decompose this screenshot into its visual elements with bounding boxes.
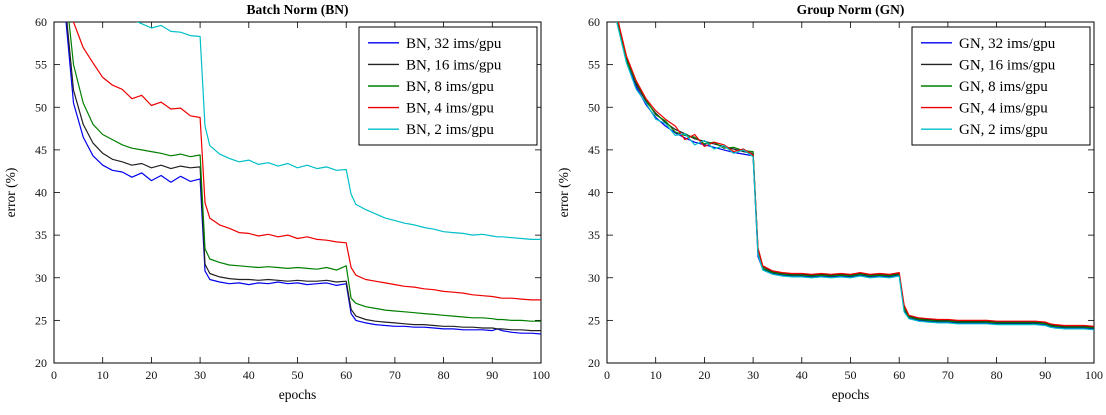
x-tick-label: 0: [604, 368, 610, 382]
y-tick-label: 60: [35, 15, 47, 29]
x-tick-label: 50: [292, 368, 304, 382]
y-tick-label: 25: [35, 313, 47, 327]
x-tick-label: 40: [243, 368, 255, 382]
x-tick-label: 30: [747, 368, 759, 382]
x-axis-label: epochs: [832, 387, 870, 402]
x-tick-label: 20: [145, 368, 157, 382]
x-tick-label: 100: [532, 368, 550, 382]
y-tick-label: 20: [35, 356, 47, 370]
y-tick-label: 45: [588, 143, 600, 157]
y-tick-label: 35: [588, 228, 600, 242]
legend-label: BN, 2 ims/gpu: [406, 122, 494, 138]
x-tick-label: 10: [650, 368, 662, 382]
legend-label: BN, 8 ims/gpu: [406, 79, 494, 95]
x-tick-label: 90: [1039, 368, 1051, 382]
x-tick-label: 70: [389, 368, 401, 382]
y-tick-label: 20: [588, 356, 600, 370]
y-tick-label: 55: [588, 58, 600, 72]
series-line-3: [72, 22, 541, 301]
y-tick-label: 30: [588, 271, 600, 285]
legend-label: GN, 8 ims/gpu: [959, 79, 1048, 95]
legend-label: BN, 4 ims/gpu: [406, 101, 494, 117]
x-tick-label: 30: [194, 368, 206, 382]
series-line-1: [66, 22, 541, 332]
x-tick-label: 10: [97, 368, 109, 382]
x-tick-label: 80: [991, 368, 1003, 382]
y-axis-label: error (%): [3, 168, 18, 218]
legend-label: GN, 2 ims/gpu: [959, 122, 1048, 138]
y-tick-label: 35: [35, 228, 47, 242]
x-tick-label: 60: [893, 368, 905, 382]
x-axis-label: epochs: [279, 387, 317, 402]
series-line-2: [68, 22, 541, 322]
y-tick-label: 40: [35, 186, 47, 200]
x-tick-label: 80: [438, 368, 450, 382]
y-tick-label: 50: [35, 100, 47, 114]
legend-label: GN, 4 ims/gpu: [959, 101, 1048, 117]
series-line-4: [616, 22, 1094, 331]
series-line-1: [617, 22, 1094, 328]
y-tick-label: 40: [588, 186, 600, 200]
x-tick-label: 50: [845, 368, 857, 382]
chart-group-norm: 0 10 20 30 40 50 60 70 80 90 100 20 25 30 35 40 45 50 55 60…: [556, 2, 1103, 402]
y-tick-label: 25: [588, 313, 600, 327]
legend-label: BN, 32 ims/gpu: [406, 36, 502, 52]
y-tick-label: 45: [35, 143, 47, 157]
legend-label: GN, 32 ims/gpu: [959, 36, 1056, 52]
series-line-0: [65, 22, 541, 335]
x-tick-label: 70: [942, 368, 954, 382]
legend-label: BN, 16 ims/gpu: [406, 57, 502, 73]
y-tick-label: 30: [35, 271, 47, 285]
chart-batch-norm: 0 10 20 30 40 50 60 70 80 90 100 20 25 30 35 40 45 50 55 60…: [3, 2, 550, 402]
chart-title: Group Norm (GN): [797, 2, 905, 17]
x-tick-label: 20: [698, 368, 710, 382]
y-axis-label: error (%): [556, 168, 571, 218]
y-tick-label: 55: [35, 58, 47, 72]
x-tick-label: 100: [1085, 368, 1103, 382]
x-tick-label: 60: [340, 368, 352, 382]
x-tick-label: 90: [486, 368, 498, 382]
chart-title: Batch Norm (BN): [247, 2, 349, 17]
y-tick-label: 50: [588, 100, 600, 114]
series-line-0: [616, 22, 1094, 330]
x-tick-label: 0: [51, 368, 57, 382]
legend-label: GN, 16 ims/gpu: [959, 57, 1056, 73]
x-tick-label: 40: [796, 368, 808, 382]
series-line-4: [136, 22, 541, 240]
y-tick-label: 60: [588, 15, 600, 29]
